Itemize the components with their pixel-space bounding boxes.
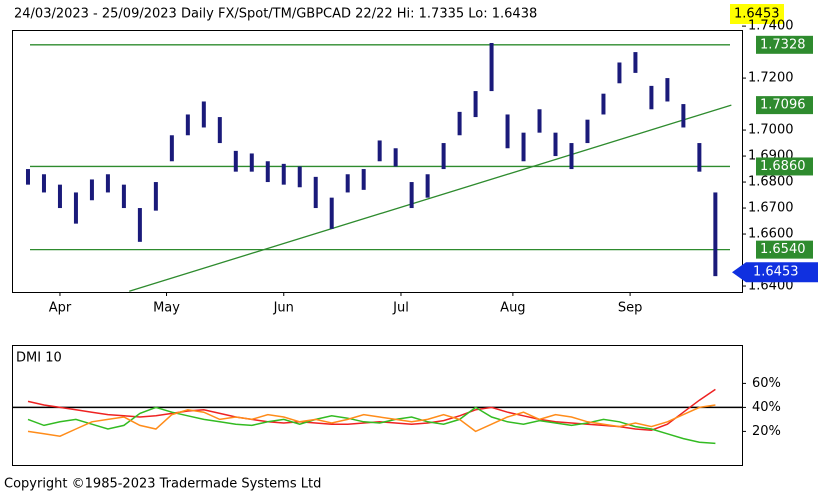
- dmi-line: [27, 406, 716, 445]
- price-bar: [393, 148, 398, 167]
- price-bar: [569, 143, 574, 170]
- price-bar: [249, 153, 254, 172]
- price-bar: [121, 184, 126, 209]
- trendline-label: 1.7096: [760, 98, 806, 113]
- price-bar: [617, 62, 622, 84]
- price-bar: [233, 150, 238, 172]
- price-bar: [665, 78, 670, 102]
- price-bar: [521, 132, 526, 162]
- x-tick-label: Jul: [392, 301, 409, 316]
- price-bar: [73, 192, 78, 224]
- price-bar: [601, 93, 606, 115]
- price-bar: [89, 179, 94, 201]
- trendline: [129, 104, 732, 292]
- dmi-line: [27, 388, 716, 431]
- y-tick-label: 1.6800: [748, 175, 794, 190]
- price-bar: [713, 192, 718, 277]
- price-bar: [457, 111, 462, 136]
- price-bar: [377, 140, 382, 162]
- level-label: 1.6860: [760, 159, 806, 174]
- price-bar: [553, 132, 558, 157]
- price-bar: [281, 163, 286, 185]
- y-tick-label: 40%: [752, 400, 781, 415]
- dmi-plot-frame: [12, 345, 743, 466]
- price-bar: [105, 174, 110, 193]
- price-bar: [441, 143, 446, 170]
- price-bar: [297, 166, 302, 188]
- price-bar: [537, 109, 542, 133]
- price-bar: [681, 104, 686, 128]
- price-bar: [201, 101, 206, 128]
- price-bar: [265, 161, 270, 183]
- price-bar: [361, 169, 366, 190]
- x-tick-label: Sep: [618, 301, 643, 316]
- price-bar: [425, 174, 430, 198]
- last-price-arrow: [732, 262, 818, 283]
- price-bar: [137, 208, 142, 242]
- dmi-line: [27, 404, 716, 437]
- y-tick-label: 60%: [752, 376, 781, 391]
- dmi-title: DMI 10: [16, 351, 62, 366]
- price-bar: [489, 42, 494, 92]
- level-box: [756, 240, 813, 259]
- level-label: 1.7328: [760, 37, 806, 52]
- last-price-highlight: [730, 4, 784, 24]
- price-bar: [633, 52, 638, 73]
- price-bar: [313, 176, 318, 209]
- price-bar: [41, 174, 46, 193]
- x-tick-label: Aug: [500, 301, 525, 316]
- price-bar: [409, 182, 414, 209]
- x-tick-label: Jun: [273, 301, 294, 316]
- y-tick-label: 1.6600: [748, 227, 794, 242]
- price-bar: [649, 85, 654, 110]
- price-bar: [57, 184, 62, 209]
- price-bar: [217, 117, 222, 144]
- price-bar: [185, 114, 190, 136]
- level-label: 1.6540: [760, 242, 806, 257]
- y-tick-label: 20%: [752, 424, 781, 439]
- price-bar: [505, 114, 510, 149]
- x-tick-label: May: [153, 301, 180, 316]
- x-tick-label: Apr: [49, 301, 72, 316]
- main-plot-frame: [12, 30, 743, 293]
- level-box: [756, 157, 813, 176]
- chart-title: 24/03/2023 - 25/09/2023 Daily FX/Spot/TM…: [14, 7, 537, 22]
- price-bar: [585, 119, 590, 144]
- y-tick-label: 1.7400: [748, 19, 794, 34]
- y-tick-label: 1.6400: [748, 279, 794, 294]
- y-tick-label: 1.6700: [748, 201, 794, 216]
- price-bar: [473, 91, 478, 118]
- level-box: [756, 35, 813, 54]
- trendline-box: [756, 96, 813, 115]
- y-tick-label: 1.7200: [748, 71, 794, 86]
- copyright: Copyright ©1985-2023 Tradermade Systems …: [4, 477, 321, 492]
- price-bar: [25, 169, 30, 185]
- price-bar: [345, 174, 350, 193]
- y-tick-label: 1.7000: [748, 123, 794, 138]
- last-price: 1.6453: [734, 7, 780, 22]
- price-bar: [697, 143, 702, 172]
- price-bar: [329, 197, 334, 229]
- price-bar: [153, 182, 158, 211]
- price-bar: [169, 135, 174, 162]
- last-price-label: 1.6453: [753, 265, 799, 280]
